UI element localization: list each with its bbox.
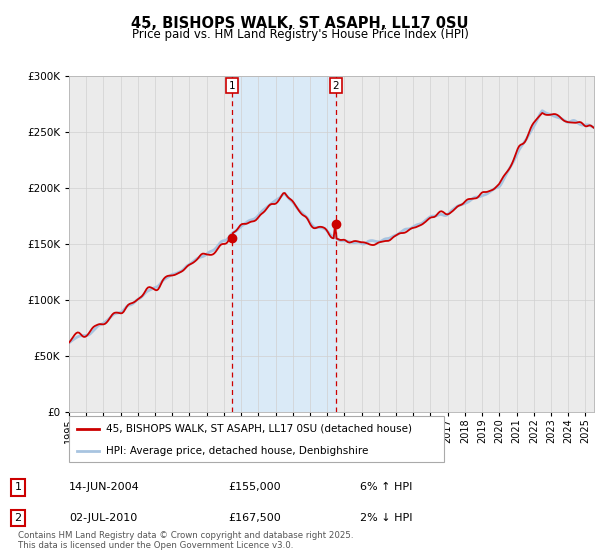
FancyBboxPatch shape (69, 416, 444, 462)
Text: 14-JUN-2004: 14-JUN-2004 (69, 482, 140, 492)
Text: Price paid vs. HM Land Registry's House Price Index (HPI): Price paid vs. HM Land Registry's House … (131, 28, 469, 41)
Text: £167,500: £167,500 (228, 513, 281, 523)
Text: HPI: Average price, detached house, Denbighshire: HPI: Average price, detached house, Denb… (107, 446, 369, 455)
Text: £155,000: £155,000 (228, 482, 281, 492)
Text: 2% ↓ HPI: 2% ↓ HPI (360, 513, 413, 523)
Text: 2: 2 (332, 81, 339, 91)
Text: 6% ↑ HPI: 6% ↑ HPI (360, 482, 412, 492)
Text: Contains HM Land Registry data © Crown copyright and database right 2025.
This d: Contains HM Land Registry data © Crown c… (18, 530, 353, 550)
Text: 1: 1 (229, 81, 235, 91)
Bar (232, 76, 336, 412)
Text: 2: 2 (14, 513, 22, 523)
Text: 45, BISHOPS WALK, ST ASAPH, LL17 0SU (detached house): 45, BISHOPS WALK, ST ASAPH, LL17 0SU (de… (107, 424, 413, 434)
Text: 45, BISHOPS WALK, ST ASAPH, LL17 0SU: 45, BISHOPS WALK, ST ASAPH, LL17 0SU (131, 16, 469, 31)
Text: 02-JUL-2010: 02-JUL-2010 (69, 513, 137, 523)
Text: 1: 1 (14, 482, 22, 492)
